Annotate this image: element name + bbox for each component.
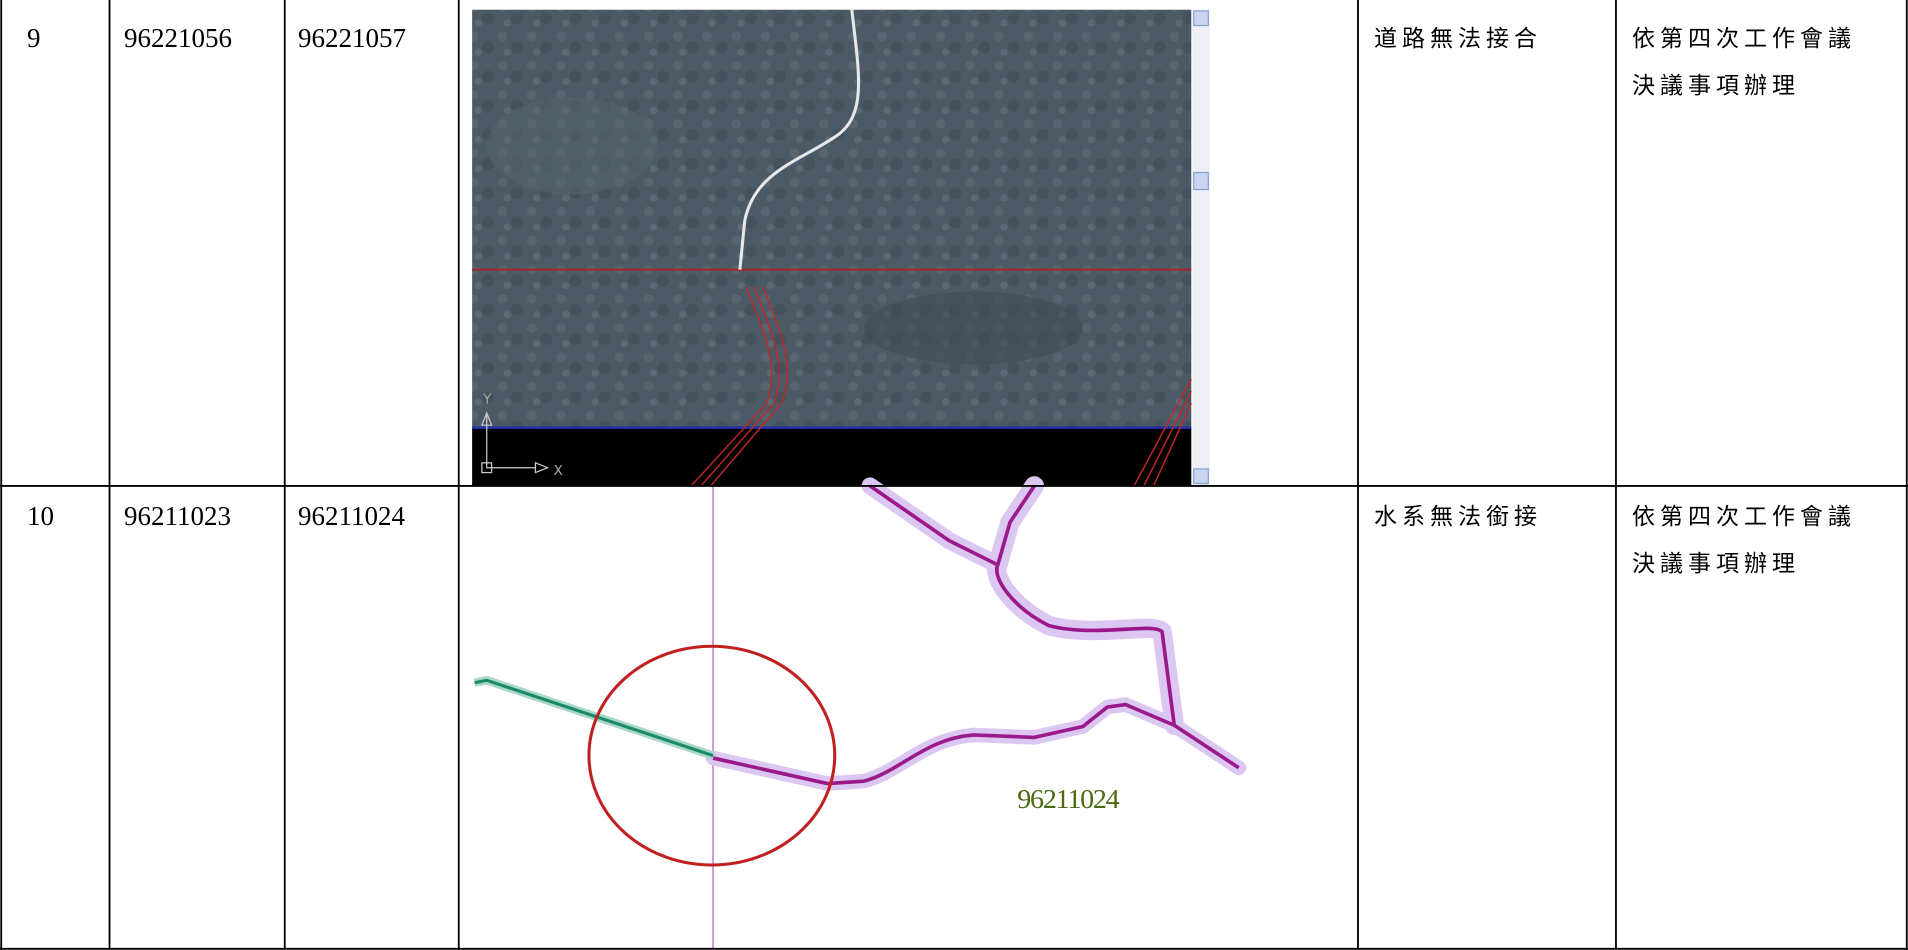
sheet-id: 96211024: [298, 501, 405, 531]
resolution: 依第四次工作會議決議事項辦理: [1632, 26, 1856, 99]
axis-label: Y: [482, 392, 492, 407]
row-number: 10: [27, 501, 54, 531]
sheet-id: 96221057: [298, 23, 406, 53]
resolution: 依第四次工作會議決議事項辦理: [1632, 504, 1856, 577]
axis-label: X: [554, 464, 563, 479]
scrollbar[interactable]: [1192, 9, 1210, 486]
satellite-image: Y X: [472, 9, 1210, 487]
sheet-id: 96211023: [124, 501, 231, 531]
row-number: 9: [27, 23, 41, 53]
map-label: 96211024: [1017, 784, 1119, 815]
issue: 水系無法銜接: [1374, 504, 1542, 530]
issue: 道路無法接合: [1374, 26, 1542, 52]
river-map: 96211024: [473, 476, 1247, 950]
sheet-id: 96221056: [124, 23, 232, 53]
